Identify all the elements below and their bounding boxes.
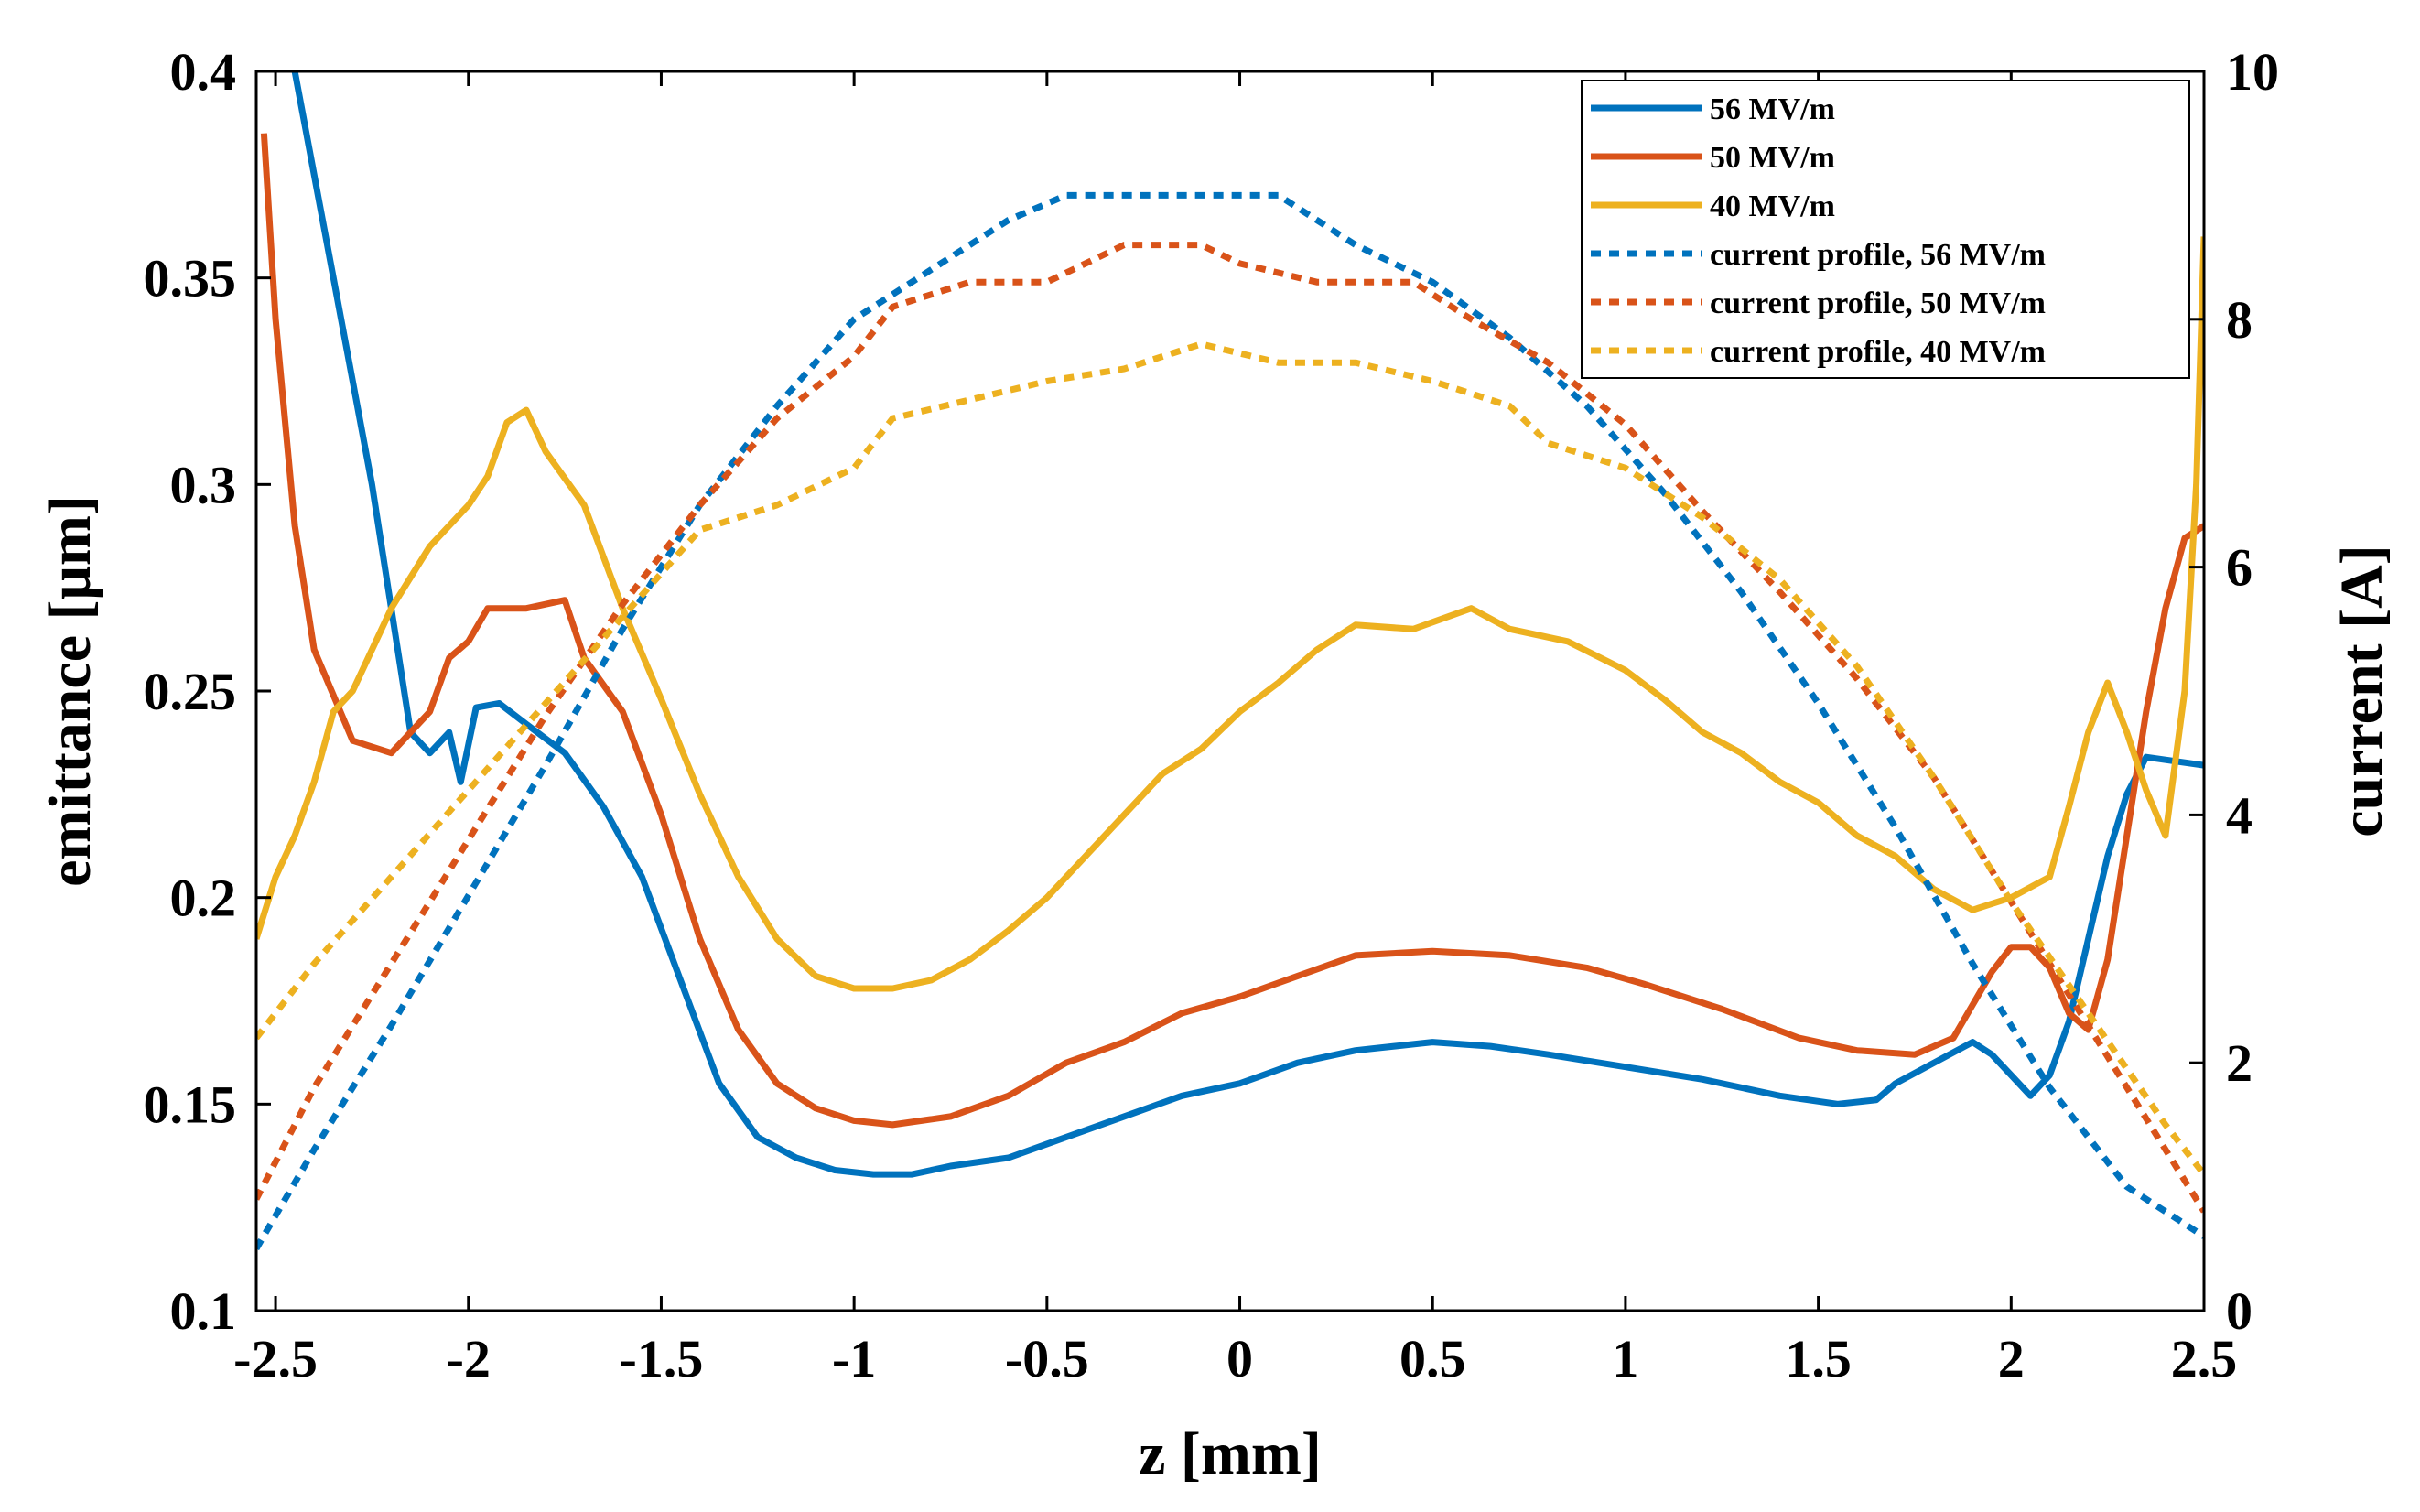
legend-label-3: current profile, 56 MV/m — [1710, 238, 2046, 272]
y-tick-label-6: 0.4 — [170, 42, 237, 102]
x-tick-label-0: -2.5 — [233, 1329, 318, 1388]
y-tick-label-2: 0.2 — [170, 869, 237, 928]
x-tick-label-10: 2.5 — [2171, 1329, 2238, 1388]
x-axis-title: z [mm] — [1139, 1420, 1322, 1487]
series-layer — [256, 71, 2204, 1251]
x-tick-label-2: -1.5 — [620, 1329, 704, 1388]
y-right-tick-label-1: 2 — [2226, 1033, 2253, 1093]
x-tick-label-4: -0.5 — [1005, 1329, 1089, 1388]
x-tick-label-3: -1 — [832, 1329, 876, 1388]
legend: 56 MV/m 50 MV/m 40 MV/m current profile, 56… — [1581, 80, 2190, 379]
legend-label-2: 40 MV/m — [1710, 189, 1835, 223]
y-axis-title-right: current [A] — [2328, 545, 2395, 837]
x-tick-label-5: 0 — [1226, 1329, 1253, 1388]
y-tick-label-4: 0.3 — [170, 455, 237, 514]
y-tick-label-3: 0.25 — [144, 662, 237, 721]
legend-label-4: current profile, 50 MV/m — [1710, 286, 2046, 320]
legend-label-5: current profile, 40 MV/m — [1710, 335, 2046, 369]
x-tick-label-7: 1 — [1612, 1329, 1638, 1388]
y-right-tick-label-0: 0 — [2226, 1281, 2253, 1341]
x-tick-label-1: -2 — [447, 1329, 491, 1388]
y-right-tick-label-2: 4 — [2226, 785, 2253, 845]
y-right-tick-label-4: 8 — [2226, 290, 2253, 350]
legend-box — [1581, 80, 2190, 379]
y-tick-label-0: 0.1 — [170, 1281, 237, 1341]
y-tick-label-5: 0.35 — [144, 249, 237, 308]
legend-entries: 56 MV/m 50 MV/m 40 MV/m current profile, 56… — [1591, 92, 2046, 369]
series-line-5 — [256, 340, 2204, 1177]
y-axis-title-left: emittance [μm] — [37, 495, 103, 887]
legend-label-1: 50 MV/m — [1710, 141, 1835, 175]
y-right-tick-label-5: 10 — [2226, 42, 2279, 102]
series-line-0 — [291, 71, 2204, 1178]
x-tick-label-9: 2 — [1998, 1329, 2025, 1388]
ticks-layer: -2.5 -2 -1.5 -1 -0.5 0 0.5 1 1.5 2 2.5 0.1 0.15 0.2 0.… — [144, 42, 2280, 1388]
y-right-tick-label-3: 6 — [2226, 538, 2253, 598]
x-tick-label-8: 1.5 — [1785, 1329, 1852, 1388]
series-line-2 — [256, 236, 2204, 992]
legend-label-0: 56 MV/m — [1710, 92, 1835, 126]
y-tick-label-1: 0.15 — [144, 1075, 237, 1134]
x-tick-label-6: 0.5 — [1399, 1329, 1466, 1388]
